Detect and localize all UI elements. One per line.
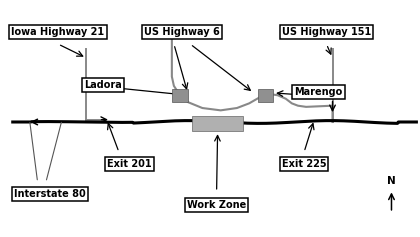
Text: Work Zone: Work Zone (187, 200, 246, 210)
Text: Marengo: Marengo (294, 87, 342, 97)
Bar (192, 116, 243, 131)
Text: N: N (387, 176, 396, 186)
Text: Exit 225: Exit 225 (282, 159, 326, 169)
Text: US Highway 151: US Highway 151 (282, 27, 371, 37)
Bar (258, 89, 273, 102)
Bar (172, 89, 188, 102)
Text: Iowa Highway 21: Iowa Highway 21 (11, 27, 105, 37)
Text: Ladora: Ladora (84, 80, 122, 90)
Text: Exit 201: Exit 201 (107, 159, 152, 169)
Text: US Highway 6: US Highway 6 (144, 27, 220, 37)
Text: Interstate 80: Interstate 80 (14, 189, 86, 199)
